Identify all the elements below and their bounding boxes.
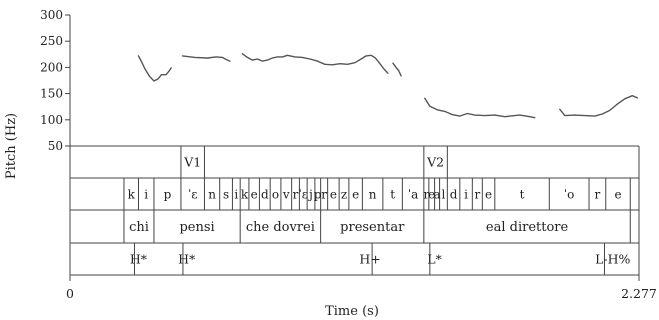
segment-label: e bbox=[352, 187, 359, 201]
vowel-label: V1 bbox=[183, 155, 201, 170]
segment-label: d bbox=[261, 187, 269, 201]
annotation-tiers bbox=[70, 145, 640, 276]
pitch-segment bbox=[424, 97, 536, 119]
tone-label: H+ bbox=[359, 252, 380, 267]
pitch-segment bbox=[392, 62, 402, 77]
segment-label: t bbox=[520, 187, 525, 201]
segment-label: r bbox=[293, 187, 299, 201]
segment-label: a bbox=[434, 187, 441, 201]
x-tick-label: 0 bbox=[66, 286, 74, 301]
segment-label: e bbox=[614, 187, 621, 201]
segment-label: e bbox=[428, 187, 435, 201]
segment-label: r bbox=[423, 187, 429, 201]
pitch-segment bbox=[181, 55, 231, 62]
y-tick-label: 100 bbox=[40, 113, 63, 127]
segment-label: z bbox=[341, 187, 347, 201]
x-axis: 0 2.277 bbox=[66, 275, 657, 301]
segment-label: l bbox=[442, 187, 446, 201]
pitch-segment bbox=[137, 55, 172, 82]
segment-label: p bbox=[314, 187, 322, 201]
segment-label: v bbox=[282, 187, 290, 201]
segment-label: e bbox=[251, 187, 258, 201]
x-axis-label: Time (s) bbox=[325, 304, 379, 319]
vowel-label: V2 bbox=[426, 155, 444, 170]
y-axis: 50 100 150 200 250 300 bbox=[40, 8, 71, 275]
y-tick-label: 200 bbox=[40, 60, 63, 74]
segment-label: n bbox=[369, 187, 377, 201]
y-tick-label: 300 bbox=[40, 8, 63, 22]
segment-label: k bbox=[241, 187, 249, 201]
segment-label: n bbox=[208, 187, 216, 201]
segment-label: r bbox=[474, 187, 480, 201]
segment-label: o bbox=[272, 187, 279, 201]
y-axis-label: Pitch (Hz) bbox=[4, 113, 19, 179]
pitch-segment bbox=[559, 94, 638, 117]
tier-labels: V1 V2k i p ˈɛ n s i k e d o v r ˈɛ j p r e z e n t ˈa rea l d i r e t ˈ… bbox=[128, 155, 631, 267]
segment-label: e bbox=[485, 187, 492, 201]
segment-label: i bbox=[144, 187, 148, 201]
segment-label: i bbox=[234, 187, 238, 201]
pitch-segment bbox=[241, 53, 389, 74]
segment-label: e bbox=[330, 187, 337, 201]
segment-label: ˈa bbox=[408, 187, 418, 201]
y-tick-label: 50 bbox=[48, 139, 63, 153]
tone-label: L* bbox=[427, 252, 442, 267]
pitch-contour bbox=[137, 53, 638, 119]
word-label: pensi bbox=[179, 220, 214, 235]
word-label: che dovrei bbox=[246, 220, 315, 235]
segment-label: i bbox=[464, 187, 468, 201]
segment-label: r bbox=[595, 187, 601, 201]
segment-label: j bbox=[307, 187, 313, 201]
segment-label: ˈo bbox=[564, 187, 575, 201]
segment-label: k bbox=[128, 187, 136, 201]
y-tick-label: 150 bbox=[40, 87, 63, 101]
tone-label: L-H% bbox=[595, 252, 630, 267]
segment-label: ˈɛ bbox=[299, 187, 309, 201]
tone-label: H* bbox=[130, 252, 148, 267]
y-tick-label: 250 bbox=[40, 34, 63, 48]
word-label: presentar bbox=[340, 220, 405, 235]
word-label: chi bbox=[129, 220, 149, 235]
segment-label: t bbox=[390, 187, 395, 201]
segment-label: p bbox=[164, 187, 172, 201]
segment-label: s bbox=[223, 187, 229, 201]
word-label: eal direttore bbox=[486, 220, 569, 235]
x-tick-label: 2.277 bbox=[621, 286, 657, 301]
segment-label: r bbox=[321, 187, 327, 201]
tone-label: H* bbox=[178, 252, 196, 267]
segment-label: d bbox=[450, 187, 458, 201]
segment-label: ˈɛ bbox=[188, 187, 198, 201]
